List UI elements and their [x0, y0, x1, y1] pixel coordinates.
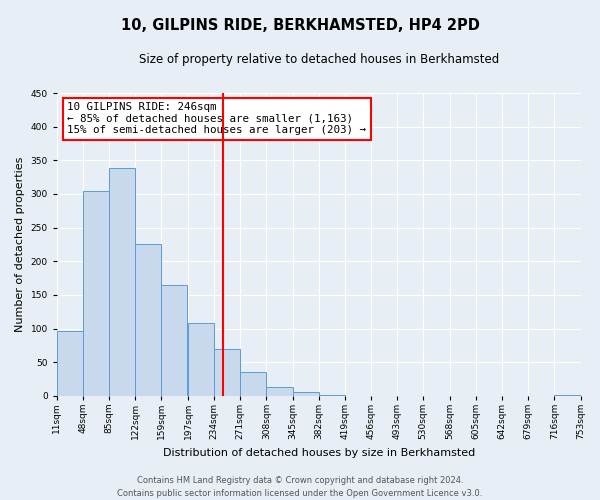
Bar	[266, 387, 293, 396]
Bar	[135, 244, 161, 396]
Bar	[214, 350, 241, 396]
Bar	[57, 330, 83, 396]
Text: 10, GILPINS RIDE, BERKHAMSTED, HP4 2PD: 10, GILPINS RIDE, BERKHAMSTED, HP4 2PD	[121, 18, 479, 32]
Bar	[241, 372, 266, 396]
Bar	[554, 395, 581, 396]
Bar	[293, 392, 319, 396]
Bar	[188, 322, 214, 396]
Title: Size of property relative to detached houses in Berkhamsted: Size of property relative to detached ho…	[139, 52, 499, 66]
Bar	[161, 286, 187, 396]
Text: 10 GILPINS RIDE: 246sqm
← 85% of detached houses are smaller (1,163)
15% of semi: 10 GILPINS RIDE: 246sqm ← 85% of detache…	[67, 102, 367, 136]
Bar	[319, 394, 345, 396]
X-axis label: Distribution of detached houses by size in Berkhamsted: Distribution of detached houses by size …	[163, 448, 475, 458]
Bar	[83, 192, 109, 396]
Y-axis label: Number of detached properties: Number of detached properties	[15, 157, 25, 332]
Bar	[109, 168, 135, 396]
Text: Contains HM Land Registry data © Crown copyright and database right 2024.
Contai: Contains HM Land Registry data © Crown c…	[118, 476, 482, 498]
